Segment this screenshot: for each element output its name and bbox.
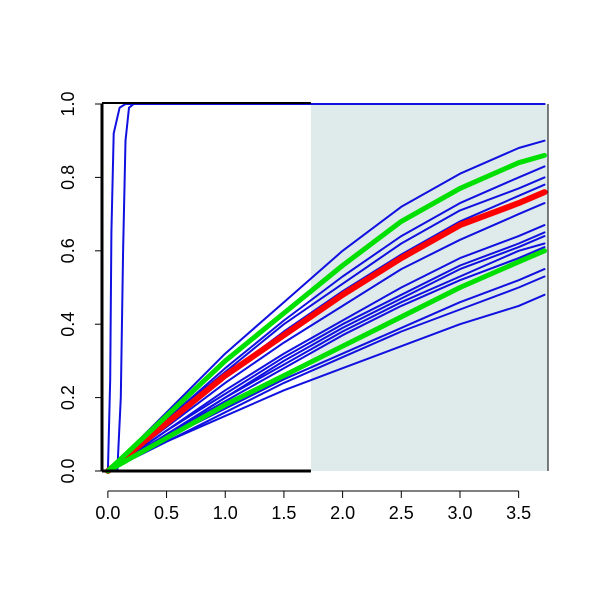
- x-tick-label: 2.5: [389, 503, 414, 523]
- x-tick-label: 3.0: [447, 503, 472, 523]
- y-tick-label: 0.2: [58, 385, 78, 410]
- y-tick-label: 1.0: [58, 91, 78, 116]
- y-tick-label: 0.0: [58, 458, 78, 483]
- axes: [100, 102, 549, 473]
- shaded-region: [310, 104, 548, 471]
- series-line-8: [106, 224, 546, 472]
- series-line-2: [105, 248, 547, 474]
- x-tick-label: 1.0: [213, 503, 238, 523]
- series-line-1: [105, 152, 547, 474]
- x-tick-label: 3.5: [506, 503, 531, 523]
- series-line-9: [106, 231, 546, 472]
- series-line-14: [106, 275, 546, 472]
- series-line-3: [106, 139, 546, 472]
- series-line-11: [106, 242, 546, 472]
- x-axis-ticks: 0.0 0.5 1.0 1.5 2.0 2.5 3.0 3.5: [95, 490, 531, 523]
- series-line-12: [106, 246, 546, 472]
- y-tick-label: 0.8: [58, 165, 78, 190]
- x-tick-label: 0.0: [95, 503, 120, 523]
- x-tick-label: 0.5: [154, 503, 179, 523]
- x-tick-label: 2.0: [330, 503, 355, 523]
- y-tick-label: 0.6: [58, 238, 78, 263]
- series-line-15: [106, 293, 546, 472]
- y-axis-ticks: 0.0 0.2 0.4 0.6 0.8 1.0: [58, 91, 102, 484]
- x-tick-label: 1.5: [271, 503, 296, 523]
- series-line-7: [106, 202, 546, 472]
- series-line-0: [104, 189, 548, 474]
- y-tick-label: 0.4: [58, 312, 78, 337]
